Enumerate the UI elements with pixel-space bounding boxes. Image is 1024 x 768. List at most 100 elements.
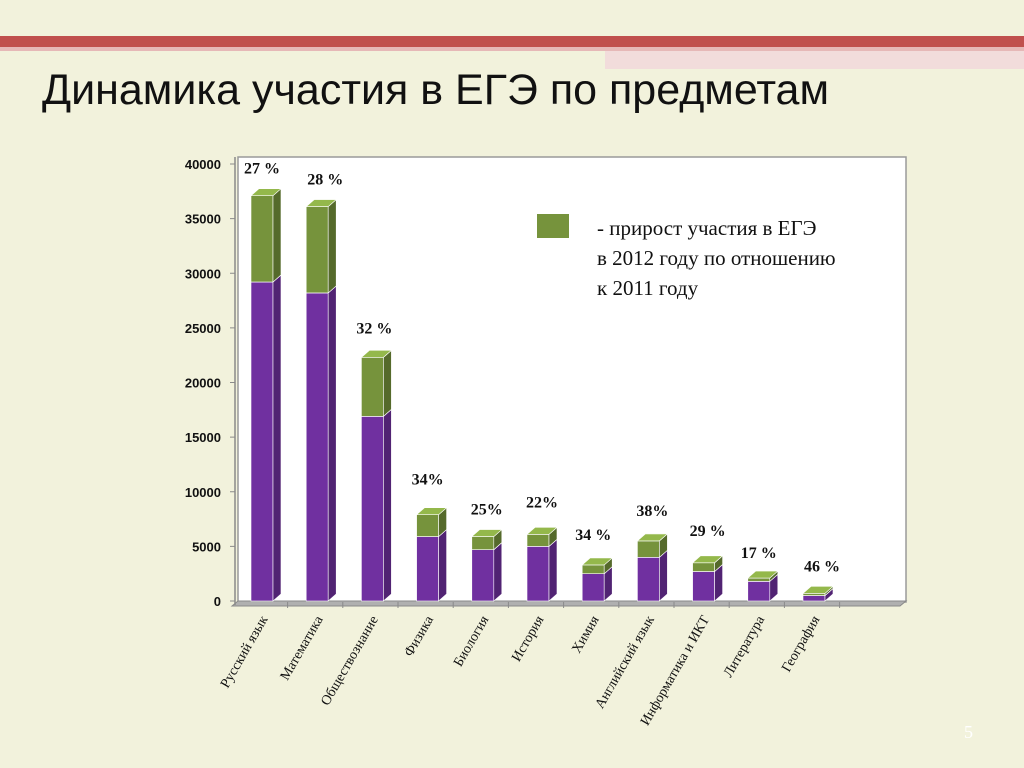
data-label: 46 % [804, 558, 840, 575]
bar-base-side [272, 274, 282, 602]
bar-growth-front [692, 562, 715, 572]
x-tick-label: Русский язык [218, 613, 271, 691]
bar-growth-side [272, 188, 282, 283]
data-label: 34 % [575, 527, 611, 544]
y-tick-label: 25000 [185, 321, 221, 336]
bar-growth [471, 528, 503, 551]
legend-swatch-growth [537, 214, 569, 238]
bar-growth-front [526, 534, 550, 547]
x-tick-label: Обществознание [318, 614, 381, 709]
bar-base-front [361, 416, 384, 602]
y-tick-label: 20000 [185, 376, 221, 391]
bar-growth-top [526, 527, 558, 535]
bar-growth [360, 349, 393, 418]
bar-base-side [659, 549, 668, 602]
plot-area [230, 156, 908, 607]
data-label: 22% [526, 494, 558, 511]
y-tick-label: 0 [214, 594, 221, 609]
data-label: 28 % [307, 172, 343, 189]
data-label: 29 % [690, 523, 726, 540]
bar-base-front [526, 546, 550, 602]
header-stripe-light [0, 47, 1024, 51]
bar-base-front [747, 581, 771, 602]
bar-growth-front [581, 564, 605, 574]
bar-base-front [637, 556, 660, 602]
bar-base [360, 408, 393, 602]
bar-growth [802, 585, 834, 597]
bar-growth [747, 570, 779, 582]
bar-growth-top [305, 199, 337, 207]
bar-base-side [327, 285, 337, 602]
x-tick-label: Английский язык [593, 613, 658, 711]
legend-line-3: к 2011 году [597, 276, 699, 300]
x-tick-label: Математика [278, 613, 327, 683]
data-label: 38% [636, 503, 668, 520]
bar-base [250, 274, 282, 602]
bar-base-front [692, 571, 715, 602]
y-tick-label: 30000 [185, 266, 221, 281]
bar-growth-front [305, 206, 329, 294]
y-tick-label: 5000 [192, 539, 221, 554]
legend: - прирост участия в ЕГЭ в 2012 году по о… [597, 213, 836, 303]
bar-growth [415, 507, 448, 538]
legend-line-2: в 2012 году по отношению [597, 246, 836, 270]
bar-base [471, 541, 503, 602]
bar-growth-front [361, 357, 384, 417]
bar-growth-side [383, 349, 392, 418]
bar-growth-top [691, 555, 724, 564]
bar-growth-front [747, 577, 771, 582]
bar-growth-top [747, 570, 779, 579]
plot-floor [230, 600, 908, 607]
y-tick-label: 40000 [185, 157, 221, 172]
bar-growth [305, 198, 337, 294]
bar-base-front [305, 292, 329, 602]
x-tick-label: Литература [721, 613, 769, 680]
y-axis: 0 5000 10000 15000 20000 25000 30000 35000 40000 [185, 157, 236, 609]
bar-base-side [548, 538, 558, 602]
bar-base-front [250, 281, 274, 602]
bar-growth [250, 188, 282, 283]
bar-base [415, 528, 448, 602]
x-tick-label: География [779, 613, 823, 675]
plot-wall [237, 156, 907, 603]
data-label: 17 % [741, 545, 777, 562]
data-label: 32 % [356, 320, 392, 337]
bar-growth-front [416, 514, 439, 537]
bar-base-front [471, 549, 495, 602]
header-stripe-dark [0, 36, 1024, 47]
bar-growth-front [802, 593, 826, 596]
bar-growth [581, 557, 613, 575]
x-tick-label: Биология [451, 613, 492, 669]
data-label: 27 % [244, 161, 280, 178]
legend-line-1: - прирост участия в ЕГЭ [597, 216, 817, 240]
bar-growth-top [250, 188, 282, 196]
data-label: 34% [412, 472, 444, 489]
bar-base-side [383, 408, 392, 602]
bar-growth-top [636, 533, 669, 542]
bar-base-side [493, 541, 503, 602]
bar-base-side [438, 528, 447, 602]
bar-growth [636, 533, 669, 558]
bar-growth [691, 555, 724, 573]
x-tick-label: История [509, 613, 547, 664]
header-stripe-right [605, 51, 1024, 69]
bar-growth [526, 526, 558, 548]
bar-growth-front [250, 195, 274, 283]
x-tick-label: Химия [569, 613, 602, 656]
bar-growth-top [802, 586, 834, 594]
page-number: 5 [964, 722, 973, 742]
bar-base [636, 549, 669, 602]
bar-growth-front [637, 540, 660, 558]
bar-base [526, 538, 558, 602]
bar-base-front [416, 536, 439, 602]
slide-title: Динамика участия в ЕГЭ по предметам [42, 66, 830, 114]
bar-growth-top [471, 529, 503, 537]
y-tick-label: 10000 [185, 485, 221, 500]
x-tick-label: Физика [402, 613, 438, 660]
y-tick-label: 15000 [185, 430, 221, 445]
data-label: 25% [471, 502, 503, 519]
bar-growth-top [581, 557, 613, 566]
bar-base-front [802, 595, 826, 602]
bar-base-front [581, 573, 605, 602]
